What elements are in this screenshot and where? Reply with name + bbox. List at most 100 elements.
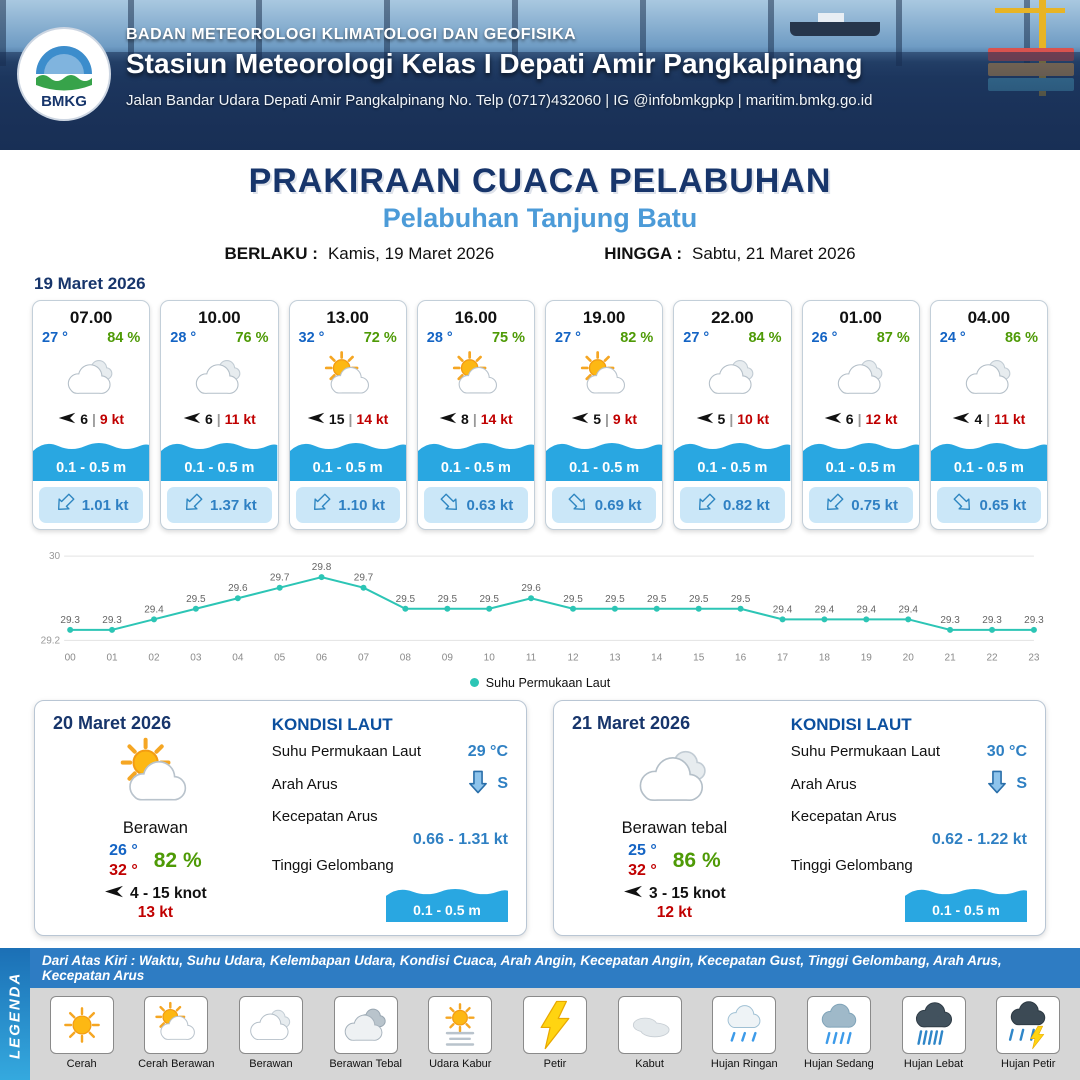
current-row: 1.10 kt (295, 487, 400, 523)
forecast-card: 19.00 27 ° 82 % 5 | 9 kt 0.1 - 0.5 m 0.69 k… (545, 300, 664, 530)
legend-item-label: Hujan Lebat (903, 1057, 964, 1070)
svg-text:29.6: 29.6 (521, 583, 541, 594)
current-direction-icon (439, 492, 461, 518)
wave-height-badge: 0.1 - 0.5 m (386, 882, 508, 922)
legend-item-label: Hujan Sedang (804, 1057, 874, 1070)
svg-text:29.3: 29.3 (982, 615, 1002, 626)
forecast-time: 22.00 (711, 308, 754, 327)
current-row: 0.69 kt (552, 487, 657, 523)
svg-text:29.4: 29.4 (898, 604, 918, 615)
current-speed: 0.63 kt (466, 496, 514, 514)
humidity: 84 % (748, 330, 782, 346)
svg-text:29.5: 29.5 (605, 594, 625, 605)
wind-speed: 5 (593, 411, 601, 427)
forecast-time: 07.00 (69, 308, 113, 327)
hujan-sedang-icon (806, 995, 871, 1054)
svg-text:06: 06 (316, 652, 328, 663)
svg-text:29.2: 29.2 (41, 635, 61, 646)
sst-value: 30 °C (986, 742, 1027, 760)
forecast-card: 04.00 24 ° 86 % 4 | 11 kt 0.1 - 0.5 m 0.65 … (929, 300, 1048, 530)
wind-direction-icon (571, 411, 589, 427)
wind-direction-icon (183, 411, 201, 427)
svg-text:29.3: 29.3 (60, 615, 80, 626)
legend-item: Hujan Sedang (794, 995, 884, 1080)
current-direction-value: S (497, 775, 508, 793)
legend-item: Berawan (226, 995, 316, 1080)
sea-conditions: KONDISI LAUT Suhu Permukaan Laut 30 °C A… (791, 713, 1027, 923)
wave-height-band: 0.1 - 0.5 m (33, 435, 150, 481)
legend-item-label: Kabut (635, 1057, 664, 1070)
forecast-card: 13.00 32 ° 72 % 15 | 14 kt 0.1 - 0.5 m 1.10… (288, 300, 407, 530)
wind-speed: 6 (204, 411, 213, 427)
current-speed-label: Kecepatan Arus (271, 807, 378, 825)
udara-kabur-icon (428, 995, 493, 1054)
separator: | (92, 411, 96, 427)
wave-height-value: 0.1 - 0.5 m (440, 460, 511, 476)
air-temp: 26 ° (811, 330, 838, 346)
hourly-forecast-section: 19 Maret 2026 07.00 27 ° 84 % 6 | 9 kt 0.1 … (32, 274, 1048, 530)
svg-text:29.3: 29.3 (102, 615, 122, 626)
day-condition: Berawan tebal (621, 818, 728, 837)
forecast-card: 07.00 27 ° 84 % 6 | 9 kt 0.1 - 0.5 m 1.01 k… (32, 300, 151, 530)
svg-text:29.5: 29.5 (438, 594, 458, 605)
svg-text:29.4: 29.4 (144, 604, 164, 615)
svg-text:29.4: 29.4 (815, 604, 835, 615)
wind-gust: 11 kt (994, 411, 1026, 427)
wind-direction-icon (58, 411, 76, 427)
wave-height-value: 0.1 - 0.5 m (569, 460, 640, 476)
legend-item: Cerah (37, 995, 127, 1080)
current-direction-icon (695, 492, 717, 518)
legend-item: Kabut (605, 995, 695, 1080)
wave-height-band: 0.1 - 0.5 m (417, 435, 534, 481)
svg-text:29.3: 29.3 (940, 615, 960, 626)
wave-height-value: 0.1 - 0.5 m (932, 901, 1000, 918)
day-date: 21 Maret 2026 (572, 712, 691, 733)
sea-conditions-title: KONDISI LAUT (271, 714, 393, 734)
svg-text:17: 17 (777, 652, 789, 663)
wind-gust: 12 kt (656, 903, 693, 921)
humidity: 86 % (672, 848, 721, 872)
legend-item: Hujan Lebat (889, 995, 979, 1080)
svg-text:29.7: 29.7 (354, 573, 374, 584)
current-row: 0.75 kt (808, 487, 913, 523)
wind-range: 4 - 15 knot (130, 884, 207, 902)
wind-gust: 9 kt (99, 411, 125, 427)
wave-height-value: 0.1 - 0.5 m (413, 901, 481, 918)
wind-gust: 13 kt (137, 903, 174, 921)
legend-title: LEGENDA (0, 947, 30, 1080)
current-row: 0.65 kt (936, 487, 1041, 523)
legend-note: Dari Atas Kiri : Waktu, Suhu Udara, Kele… (30, 947, 1080, 988)
current-speed: 0.75 kt (851, 496, 898, 514)
legend-item: Berawan Tebal (321, 995, 411, 1080)
wind-speed: 4 (974, 411, 983, 427)
wave-height-band: 0.1 - 0.5 m (546, 435, 663, 481)
separator: | (986, 411, 991, 427)
current-direction-icon (952, 492, 974, 518)
wind-speed: 6 (845, 411, 854, 427)
legend-item: Hujan Petir (983, 995, 1073, 1080)
wind-direction-icon (439, 411, 457, 427)
legend-item: Cerah Berawan (131, 995, 221, 1080)
air-temp: 24 ° (939, 330, 966, 346)
legend-section: LEGENDA Dari Atas Kiri : Waktu, Suhu Uda… (0, 947, 1080, 1080)
weather-icon (803, 346, 919, 408)
hujan-petir-icon (996, 995, 1061, 1054)
day-weather-summary: 21 Maret 2026 Berawan tebal 25 ° 32 ° 86… (572, 713, 777, 923)
humidity: 82 % (153, 848, 202, 872)
svg-text:23: 23 (1028, 652, 1040, 663)
air-temp: 27 ° (555, 330, 581, 346)
svg-text:13: 13 (609, 652, 621, 663)
current-speed: 1.10 kt (338, 496, 385, 514)
station-name: Stasiun Meteorologi Kelas I Depati Amir … (126, 48, 863, 79)
air-temp: 28 ° (170, 330, 197, 346)
current-speed: 1.37 kt (210, 496, 257, 514)
ship-illustration (790, 13, 880, 36)
current-direction-icon (984, 769, 1010, 800)
wave-height-band: 0.1 - 0.5 m (802, 435, 919, 481)
legend-item-label: Berawan (249, 1057, 293, 1070)
current-direction-icon (54, 492, 76, 518)
page-title: PRAKIRAAN CUACA PELABUHAN (248, 162, 832, 200)
svg-text:16: 16 (735, 652, 747, 663)
current-direction-label: Arah Arus (271, 775, 338, 793)
separator: | (472, 411, 477, 427)
